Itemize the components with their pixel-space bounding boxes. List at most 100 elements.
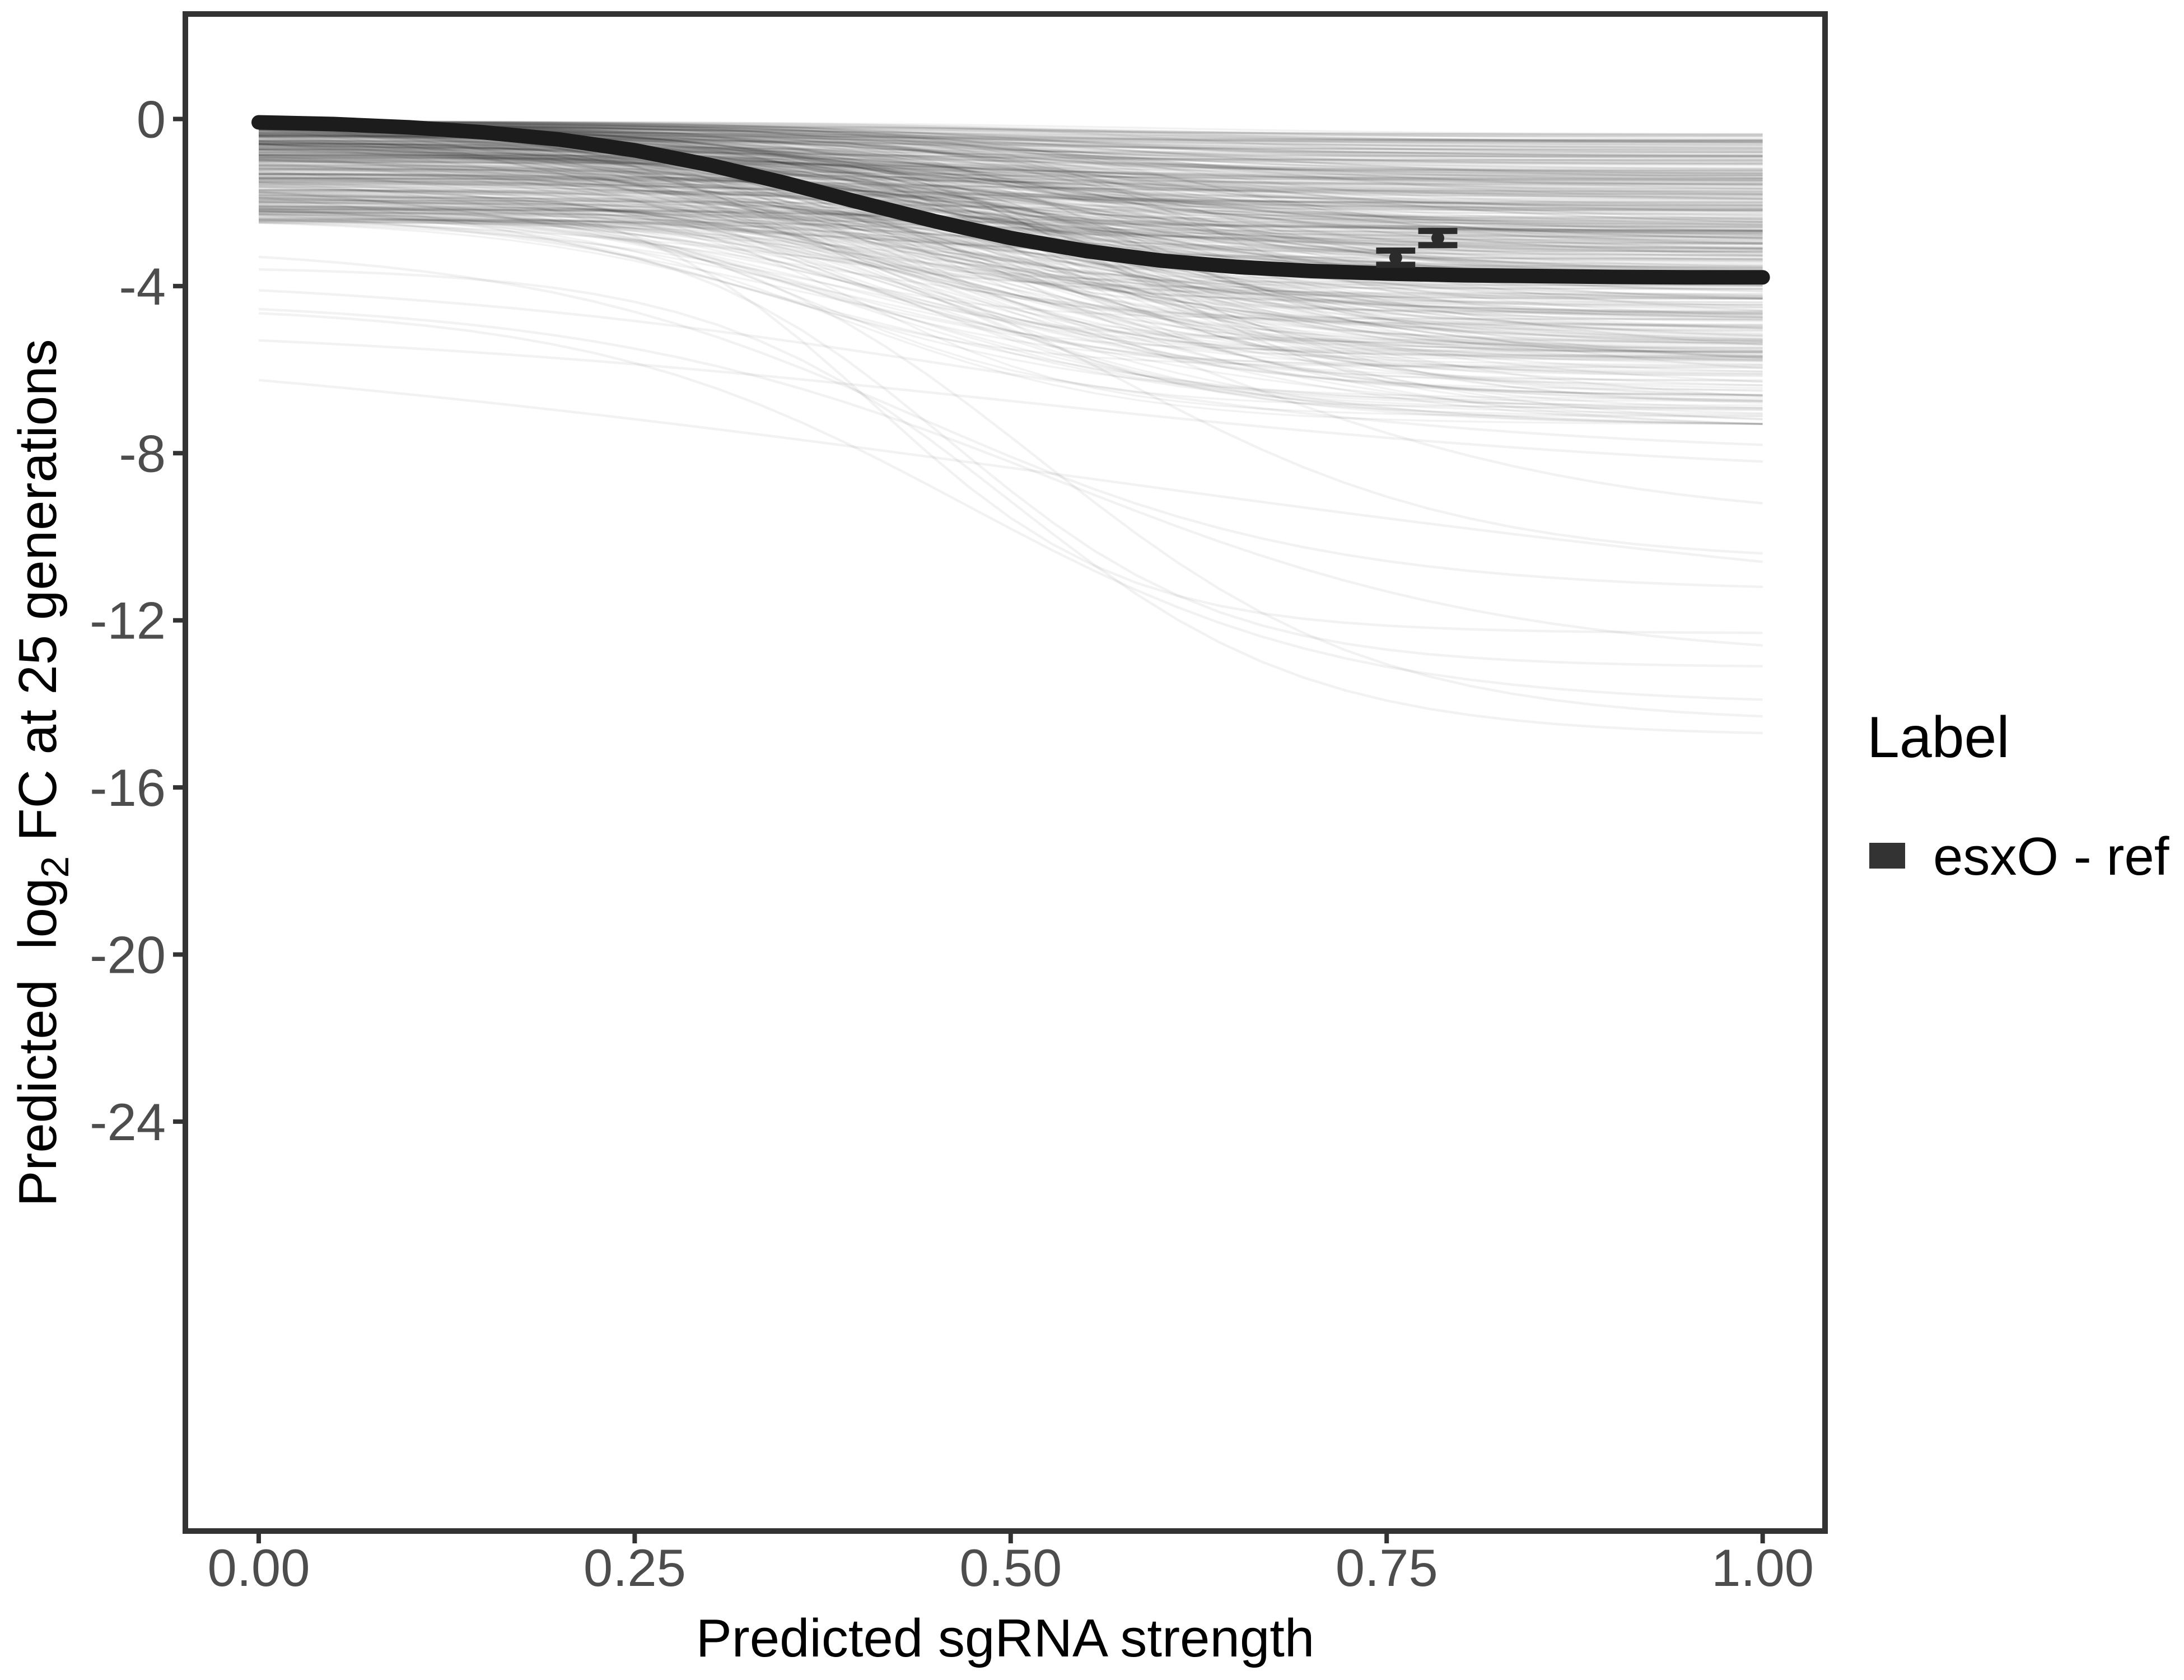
ensemble-curve xyxy=(258,148,1763,239)
ensemble-curve xyxy=(258,186,1763,246)
ensemble-curve xyxy=(258,120,1763,136)
ensemble-curve xyxy=(258,183,1763,245)
ensemble-curve xyxy=(258,132,1763,260)
error-bar-point xyxy=(1418,227,1458,249)
ensemble-curve xyxy=(258,153,1763,226)
ensemble-curve xyxy=(258,123,1763,150)
ensemble-curve xyxy=(258,149,1763,360)
ensemble-curve xyxy=(258,147,1763,185)
ensemble-curve xyxy=(258,146,1763,176)
ensemble-curve xyxy=(258,204,1763,245)
ensemble-outlier-curve xyxy=(258,289,1763,446)
ensemble-curve xyxy=(258,142,1763,182)
ensemble-curve xyxy=(259,197,1763,218)
ensemble-curve xyxy=(258,213,1763,421)
ensemble-curve xyxy=(259,201,1763,248)
ensemble-curve xyxy=(258,125,1763,158)
ensemble-curve xyxy=(258,134,1763,250)
ensemble-curve xyxy=(258,180,1763,232)
y-title-part-1: Predicted log xyxy=(8,878,68,1207)
ensemble-curve xyxy=(258,140,1763,267)
ensemble-curve xyxy=(258,120,1763,318)
ensemble-curve xyxy=(258,174,1763,205)
ensemble-curve xyxy=(258,194,1763,353)
ensemble-curve xyxy=(259,154,1763,270)
ensemble-curve xyxy=(258,181,1763,233)
ensemble-curve xyxy=(258,146,1763,212)
ensemble-curve xyxy=(258,142,1763,352)
ensemble-curve xyxy=(258,180,1763,261)
y-axis-title: Predicted log2 FC at 25 generations xyxy=(8,339,77,1206)
ensemble-curve xyxy=(258,141,1763,363)
ensemble-outlier-curve xyxy=(258,268,1763,735)
ensemble-curve xyxy=(259,147,1763,171)
ensemble-curve xyxy=(258,125,1763,143)
ensemble-curve xyxy=(258,196,1763,343)
ensemble-curve xyxy=(258,144,1763,184)
ensemble-curve xyxy=(259,176,1763,190)
ensemble-curve xyxy=(258,192,1763,298)
ensemble-curve xyxy=(258,210,1763,290)
ensemble-curve xyxy=(259,153,1763,208)
ensemble-curve xyxy=(258,143,1763,165)
ensemble-curve xyxy=(258,123,1763,343)
ensemble-curve xyxy=(258,121,1763,270)
y-tick-label: -16 xyxy=(90,758,166,817)
ensemble-curve xyxy=(258,196,1763,409)
ensemble-curve xyxy=(258,209,1763,320)
ensemble-curve xyxy=(259,146,1763,175)
ensemble-curve xyxy=(258,221,1763,381)
ensemble-curve xyxy=(258,122,1763,161)
y-axis-ticks xyxy=(173,116,185,1124)
ensemble-curve xyxy=(258,194,1763,330)
ensemble-curve xyxy=(258,122,1763,136)
x-tick-label: 1.00 xyxy=(1711,1538,1814,1597)
ensemble-curve xyxy=(258,207,1763,263)
ensemble-curve xyxy=(259,120,1763,319)
ensemble-curve xyxy=(258,144,1763,300)
y-tick-label: -20 xyxy=(90,926,166,984)
ensemble-curve xyxy=(258,220,1763,269)
ensemble-curve xyxy=(258,120,1763,160)
ensemble-curve xyxy=(258,181,1763,200)
ensemble-curve xyxy=(259,121,1763,137)
ensemble-curve xyxy=(258,186,1763,234)
ensemble-curve xyxy=(258,143,1763,373)
ensemble-curve xyxy=(259,161,1763,183)
ensemble-curve xyxy=(258,120,1763,142)
ensemble-curve xyxy=(258,212,1763,231)
ensemble-curve xyxy=(258,176,1763,354)
ensemble-curve xyxy=(258,189,1763,296)
ensemble-curve xyxy=(258,143,1763,235)
ensemble-curve xyxy=(258,146,1763,265)
ensemble-curve xyxy=(258,149,1763,346)
ensemble-outlier-curve xyxy=(258,255,1763,589)
ensemble-curve xyxy=(258,217,1763,268)
x-axis-title: Predicted sgRNA strength xyxy=(696,1608,1315,1668)
ensemble-curve xyxy=(258,150,1763,200)
ensemble-curve xyxy=(258,120,1763,357)
ensemble-curve xyxy=(258,167,1763,185)
ensemble-curve xyxy=(258,142,1763,212)
ensemble-curve xyxy=(258,130,1763,360)
ensemble-curve xyxy=(258,162,1763,386)
ensemble-curve xyxy=(258,122,1763,245)
ensemble-curve xyxy=(259,199,1763,229)
ensemble-curve xyxy=(258,177,1763,272)
ensemble-curve xyxy=(258,148,1763,345)
ensemble-curve xyxy=(258,120,1763,162)
ensemble-curve xyxy=(259,207,1763,228)
ensemble-curve xyxy=(258,216,1763,425)
ensemble-curve xyxy=(258,148,1763,165)
ensemble-curve xyxy=(258,160,1763,235)
ensemble-curve xyxy=(258,128,1763,308)
log2-subscript: 2 xyxy=(33,856,77,878)
ensemble-curve xyxy=(258,141,1763,154)
ensemble-curve xyxy=(258,202,1763,252)
ensemble-curve xyxy=(258,212,1763,225)
ensemble-curve xyxy=(258,178,1763,223)
ensemble-curve xyxy=(258,184,1763,418)
ensemble-curve xyxy=(258,142,1763,375)
ensemble-curve xyxy=(258,160,1763,256)
esxO-ref-curve xyxy=(251,115,1770,285)
